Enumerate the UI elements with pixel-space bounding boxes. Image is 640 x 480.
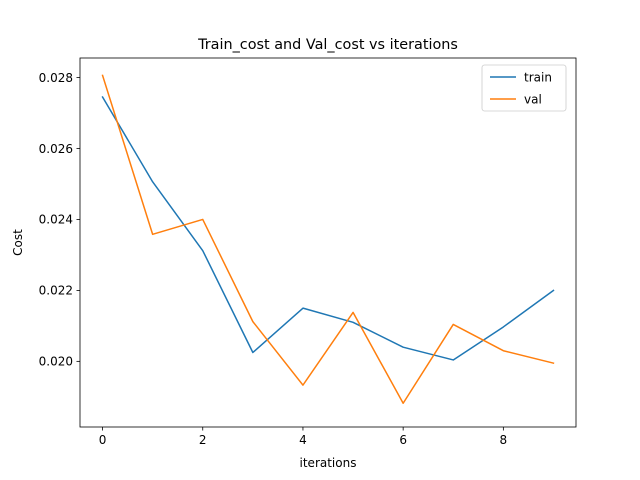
legend-label-train: train	[524, 70, 552, 84]
x-axis-label: iterations	[300, 456, 357, 470]
x-tick-label: 2	[199, 433, 207, 447]
axes-frame	[79, 57, 577, 428]
x-tick-label: 6	[399, 433, 407, 447]
series-line-train	[101, 96, 555, 361]
y-axis-ticks: 0.020 0.022 0.024 0.026 0.028	[39, 71, 80, 369]
x-axis-ticks: 0 2 4 6 8	[99, 427, 507, 447]
y-tick-label: 0.022	[39, 284, 73, 298]
series-line-val	[101, 74, 555, 404]
series-layer	[101, 74, 555, 404]
y-axis-label: Cost	[11, 229, 25, 256]
legend-label-val: val	[524, 92, 542, 106]
y-tick-label: 0.024	[39, 213, 73, 227]
x-tick-label: 4	[299, 433, 307, 447]
legend: train val	[481, 64, 567, 112]
y-tick-label: 0.020	[39, 355, 73, 369]
x-tick-label: 0	[99, 433, 107, 447]
y-tick-label: 0.028	[39, 71, 73, 85]
y-tick-label: 0.026	[39, 142, 73, 156]
chart-title: Train_cost and Val_cost vs iterations	[197, 37, 458, 53]
x-tick-label: 8	[500, 433, 508, 447]
